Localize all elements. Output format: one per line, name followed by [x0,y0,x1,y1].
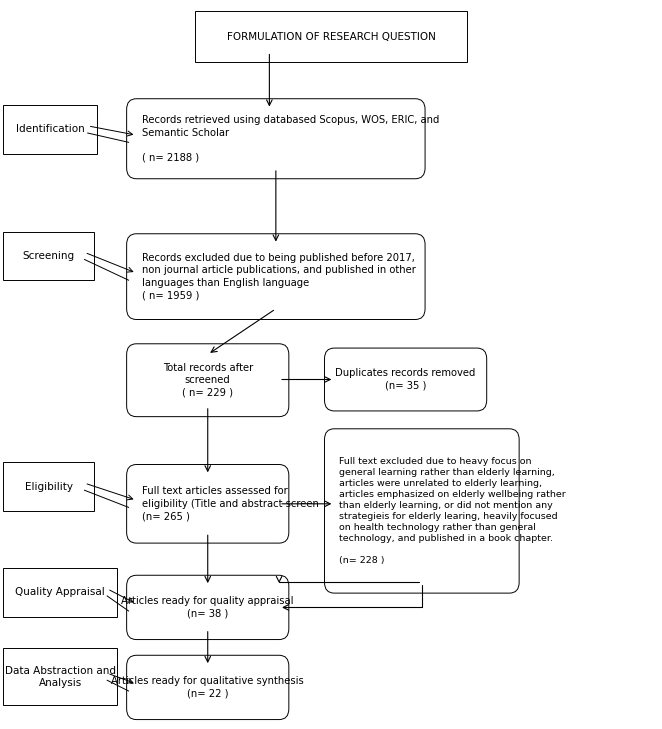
FancyBboxPatch shape [3,232,94,280]
Text: Records retrieved using databased Scopus, WOS, ERIC, and
Semantic Scholar

( n= : Records retrieved using databased Scopus… [142,115,439,163]
Text: Eligibility: Eligibility [24,482,73,491]
FancyBboxPatch shape [3,648,117,705]
FancyBboxPatch shape [126,344,289,417]
Text: FORMULATION OF RESEARCH QUESTION: FORMULATION OF RESEARCH QUESTION [226,31,436,42]
Text: Identification: Identification [16,125,85,134]
Text: Screening: Screening [23,251,75,261]
Text: Total records after
screened
( n= 229 ): Total records after screened ( n= 229 ) [163,363,253,397]
FancyBboxPatch shape [126,575,289,639]
FancyBboxPatch shape [324,348,487,411]
FancyBboxPatch shape [195,11,467,62]
Text: Full text articles assessed for
eligibility (Title and abstract screen
(n= 265 ): Full text articles assessed for eligibil… [142,486,318,521]
FancyBboxPatch shape [126,98,425,179]
Text: Quality Appraisal: Quality Appraisal [15,588,105,597]
Text: Articles ready for quality appraisal
(n= 38 ): Articles ready for quality appraisal (n=… [122,596,294,619]
FancyBboxPatch shape [324,429,519,593]
FancyBboxPatch shape [3,105,97,154]
Text: Duplicates records removed
(n= 35 ): Duplicates records removed (n= 35 ) [336,368,476,391]
FancyBboxPatch shape [126,655,289,720]
FancyBboxPatch shape [126,464,289,543]
Text: Records excluded due to being published before 2017,
non journal article publica: Records excluded due to being published … [142,253,416,300]
FancyBboxPatch shape [126,234,425,319]
Text: Data Abstraction and
Analysis: Data Abstraction and Analysis [5,666,116,688]
FancyBboxPatch shape [3,462,94,511]
Text: Full text excluded due to heavy focus on
general learning rather than elderly le: Full text excluded due to heavy focus on… [340,456,566,566]
FancyBboxPatch shape [3,568,117,617]
Text: Articles ready for qualitative synthesis
(n= 22 ): Articles ready for qualitative synthesis… [111,677,304,698]
